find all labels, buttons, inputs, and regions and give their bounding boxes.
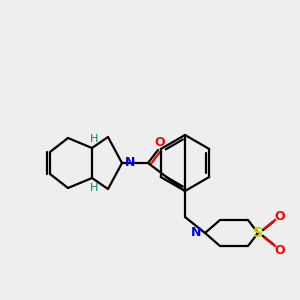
Text: O: O — [275, 244, 285, 256]
Text: N: N — [191, 226, 201, 239]
Text: O: O — [155, 136, 165, 149]
Text: S: S — [253, 226, 263, 240]
Text: H: H — [90, 183, 98, 193]
Text: H: H — [90, 134, 98, 144]
Text: O: O — [275, 209, 285, 223]
Text: N: N — [125, 157, 135, 169]
